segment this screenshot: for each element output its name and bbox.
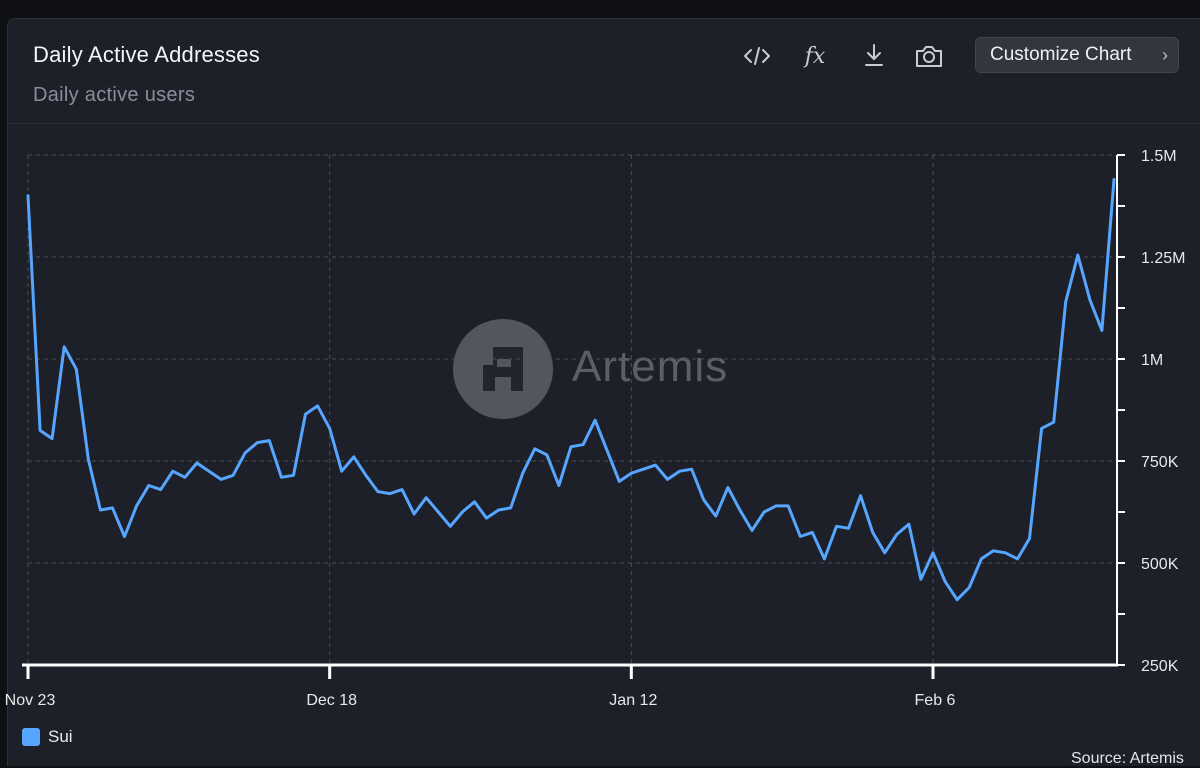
y-tick-label: 500K bbox=[1141, 556, 1179, 573]
chart-panel bbox=[7, 18, 1200, 766]
watermark-text: Artemis bbox=[572, 342, 729, 391]
fx-label: fx bbox=[804, 43, 826, 69]
header-divider bbox=[8, 123, 1200, 124]
chart-subtitle: Daily active users bbox=[33, 84, 196, 106]
x-tick-label: Jan 12 bbox=[609, 692, 657, 709]
chevron-right-icon: › bbox=[1162, 45, 1168, 65]
y-tick-label: 250K bbox=[1141, 658, 1179, 675]
source-text: Source: Artemis bbox=[1071, 750, 1184, 767]
x-tick-label: Dec 18 bbox=[306, 692, 357, 709]
legend[interactable]: Sui bbox=[22, 727, 73, 747]
fx-icon[interactable]: fx bbox=[797, 38, 833, 74]
legend-label: Sui bbox=[48, 727, 73, 746]
camera-icon[interactable] bbox=[911, 38, 947, 74]
download-icon[interactable] bbox=[856, 38, 892, 74]
series-line-sui bbox=[26, 178, 1116, 602]
artemis-logo-icon bbox=[453, 319, 553, 419]
y-tick-label: 1.5M bbox=[1141, 148, 1177, 165]
customize-chart-label: Customize Chart bbox=[990, 44, 1132, 65]
x-tick-label: Feb 6 bbox=[915, 692, 956, 709]
legend-swatch bbox=[22, 728, 40, 746]
chart-title: Daily Active Addresses bbox=[33, 42, 260, 67]
customize-chart-button[interactable]: Customize Chart › bbox=[975, 37, 1179, 73]
y-tick-label: 1M bbox=[1141, 352, 1163, 369]
y-tick-label: 750K bbox=[1141, 454, 1179, 471]
y-tick-label: 1.25M bbox=[1141, 250, 1185, 267]
x-tick-label: Nov 23 bbox=[5, 692, 56, 709]
code-icon[interactable] bbox=[739, 38, 775, 74]
